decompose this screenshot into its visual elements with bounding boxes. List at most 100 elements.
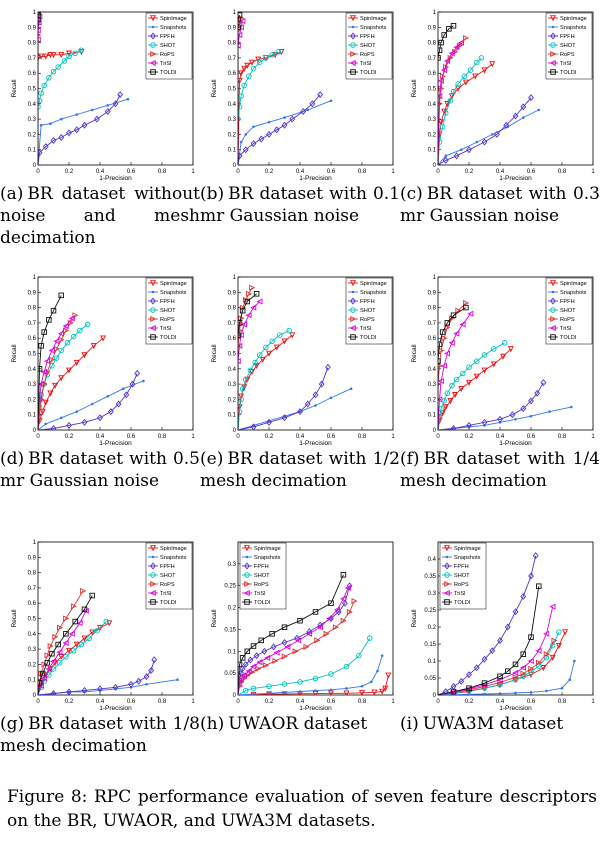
data-point-rops <box>551 637 558 644</box>
legend-marker-shot <box>244 572 250 578</box>
data-point-shot <box>269 52 275 58</box>
data-point-spinimage <box>472 73 479 80</box>
data-point-fpfh <box>128 680 134 688</box>
series-line-fpfh <box>38 373 138 430</box>
data-point-rops <box>346 608 353 615</box>
chart-svg: 0 0.2 0.4 0.6 0.8 1 0 0.1 0.2 0.3 0.4 0.5 0.6 0.7 0.8 0… <box>211 10 395 180</box>
data-point-toldi <box>438 358 441 364</box>
data-point-shot <box>53 355 60 361</box>
legend-marker-rops <box>150 50 157 58</box>
y-tick-label: 0.9 <box>28 555 37 561</box>
data-point-rops <box>41 381 48 388</box>
series-line-shot <box>438 342 505 430</box>
data-point-snapshots <box>498 692 502 695</box>
data-point-fpfh <box>497 415 503 423</box>
data-point-fpfh <box>520 405 527 413</box>
legend-label-toldi: TOLDI <box>560 335 577 341</box>
data-point-shot <box>78 47 85 54</box>
data-point-snapshots <box>568 678 572 681</box>
series-trisi <box>238 18 246 165</box>
x-tick-label: 0 <box>236 434 240 440</box>
data-point-spinimage <box>458 385 465 392</box>
legend-label-rops: RoPS <box>160 582 175 588</box>
legend-marker-snapshots <box>151 290 155 294</box>
data-point-rops <box>351 597 358 605</box>
data-point-fpfh <box>317 91 324 99</box>
data-point-spinimage <box>371 689 378 695</box>
legend-label-trisi: TriSI <box>160 326 172 332</box>
data-point-trisi <box>238 681 243 688</box>
data-point-trisi <box>245 667 252 674</box>
data-point-fpfh <box>281 414 288 422</box>
y-tick-label: 0 <box>33 693 37 699</box>
subfigure-label: (a) <box>0 184 24 204</box>
legend-marker-shot <box>350 307 356 313</box>
y-tick-label: 0.4 <box>228 102 237 108</box>
legend-label-trisi: TriSI <box>560 61 572 67</box>
data-point-toldi <box>58 292 65 299</box>
data-point-snapshots <box>329 99 333 103</box>
data-point-fpfh <box>309 100 316 108</box>
data-point-trisi <box>53 338 60 345</box>
data-point-shot <box>238 408 243 415</box>
data-point-trisi <box>273 649 280 656</box>
chart-panel-b: 0 0.2 0.4 0.6 0.8 1 0 0.1 0.2 0.3 0.4 0.5 0.6 0.7 0.8 0… <box>200 0 400 260</box>
data-point-shot <box>64 340 71 346</box>
data-point-snapshots <box>106 104 110 107</box>
legend-label-spinimage: SpinImage <box>254 546 281 552</box>
chart-svg: 0 0.2 0.4 0.6 0.8 1 0 0.05 0.1 0.15 0.2 0.25 0.3 0.35… <box>411 541 595 710</box>
data-point-snapshots <box>345 687 348 690</box>
legend-marker-trisi <box>149 59 156 67</box>
data-point-fpfh <box>532 552 539 560</box>
data-point-trisi <box>440 362 447 369</box>
data-point-fpfh <box>73 126 80 134</box>
x-axis-label: 1-Precision <box>299 440 332 445</box>
chart-panel-a: 0 0.2 0.4 0.6 0.8 1 0 0.1 0.2 0.3 0.4 0.5 0.6 0.7 0.8 0… <box>0 0 200 260</box>
legend-marker-spinimage <box>149 15 157 22</box>
data-point-shot <box>70 333 77 340</box>
y-tick-label: 0.4 <box>228 367 237 373</box>
data-point-toldi <box>446 26 452 32</box>
y-tick-label: 0.2 <box>228 397 237 403</box>
data-point-fpfh <box>481 418 488 426</box>
data-point-toldi <box>38 366 43 372</box>
data-point-spinimage <box>65 50 73 57</box>
data-point-fpfh <box>81 121 88 129</box>
data-point-shot <box>444 390 451 397</box>
data-point-snapshots <box>514 417 517 421</box>
data-point-snapshots <box>126 97 130 101</box>
x-axis-label: 1-Precision <box>299 705 332 710</box>
data-point-rops <box>314 637 321 644</box>
x-tick-label: 1 <box>191 434 195 440</box>
series-spinimage <box>438 346 514 430</box>
data-point-toldi <box>63 631 69 637</box>
y-tick-label: 0 <box>233 693 237 699</box>
data-point-shot <box>461 73 468 80</box>
legend-marker-rops <box>550 315 557 323</box>
plot-area <box>438 23 541 165</box>
data-point-shot <box>247 367 254 374</box>
data-point-spinimage <box>281 338 288 345</box>
data-point-shot <box>239 385 246 392</box>
y-tick-label: 0.3 <box>28 117 37 123</box>
data-point-fpfh <box>117 91 124 99</box>
chart-panel-i: 0 0.2 0.4 0.6 0.8 1 0 0.05 0.1 0.15 0.2 0.25 0.3 0.35… <box>400 530 600 790</box>
legend-marker-trisi <box>443 589 450 597</box>
x-tick-label: 0.2 <box>265 434 274 440</box>
legend-label-shot: SHOT <box>360 43 376 49</box>
data-point-snapshots <box>490 133 494 136</box>
legend-marker-spinimage <box>243 545 251 552</box>
y-tick-label: 0.5 <box>28 617 37 623</box>
legend-marker-shot <box>444 572 450 578</box>
legend-label-toldi: TOLDI <box>160 70 177 76</box>
data-point-snapshots <box>145 682 148 686</box>
data-point-spinimage <box>562 629 569 636</box>
legend-marker-spinimage <box>349 15 357 22</box>
x-tick-label: 0.4 <box>496 169 505 175</box>
data-point-trisi <box>238 358 241 365</box>
data-point-spinimage <box>89 629 96 636</box>
data-point-fpfh <box>466 146 472 154</box>
legend-box <box>145 277 193 345</box>
legend-label-trisi: TriSI <box>560 326 572 332</box>
data-point-toldi <box>72 618 78 625</box>
